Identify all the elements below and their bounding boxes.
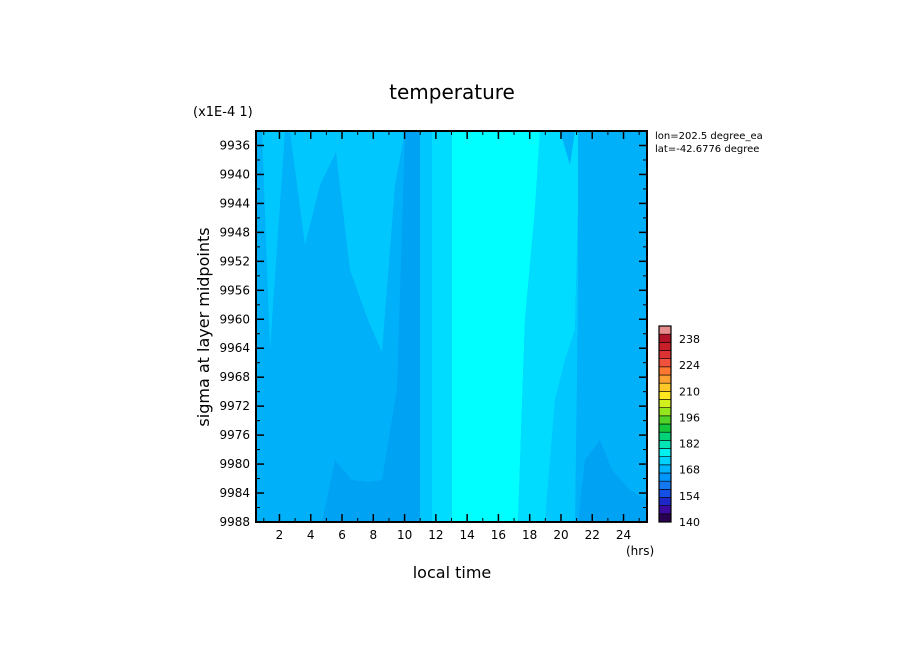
x-tick-label: 16 <box>491 528 506 542</box>
colorbar-swatch <box>658 391 672 400</box>
contour-band-172 <box>452 131 540 522</box>
colorbar-frame <box>658 325 672 523</box>
y-tick-label: 9976 <box>219 428 250 442</box>
x-tick-label: 22 <box>585 528 600 542</box>
y-scale-note: (x1E-4 1) <box>193 105 253 120</box>
x-tick-label: 4 <box>307 528 315 542</box>
y-tick-label: 9968 <box>219 370 250 384</box>
colorbar-swatch <box>658 407 672 417</box>
colorbar-tick-label: 210 <box>679 385 700 398</box>
y-tick-label: 9980 <box>219 457 250 471</box>
colorbar-tick-label: 168 <box>679 464 700 477</box>
y-tick-label: 9948 <box>219 225 250 239</box>
x-tick-label: 10 <box>397 528 412 542</box>
colorbar: 140 154 168 182 196 210 224 238 <box>658 325 700 529</box>
y-tick-label: 9964 <box>219 341 250 355</box>
colorbar-swatch <box>658 440 672 449</box>
colorbar-swatch <box>658 382 672 392</box>
x-tick-label: 20 <box>553 528 568 542</box>
colorbar-swatch <box>658 505 672 515</box>
colorbar-swatch <box>658 456 672 466</box>
colorbar-tick-label: 182 <box>679 438 700 451</box>
x-tick-label: 24 <box>616 528 631 542</box>
colorbar-swatch <box>658 472 672 482</box>
x-tick-label: 14 <box>459 528 474 542</box>
colorbar-tick-label: 238 <box>679 333 700 346</box>
contour-band-160-left <box>322 131 420 522</box>
colorbar-swatch <box>658 448 672 457</box>
annotation-lat: lat=-42.6776 degree <box>655 144 759 155</box>
y-tick-label: 9944 <box>219 196 250 210</box>
y-tick-label: 9972 <box>219 399 250 413</box>
colorbar-tick-label: 196 <box>679 411 700 424</box>
colorbar-swatch <box>658 464 672 474</box>
colorbar-swatch <box>658 374 672 384</box>
colorbar-swatch <box>658 423 672 433</box>
colorbar-swatch <box>658 333 672 343</box>
colorbar-tick-label: 154 <box>679 490 700 503</box>
y-tick-label: 9952 <box>219 254 250 268</box>
colorbar-swatch <box>658 358 672 368</box>
y-tick-label: 9960 <box>219 312 250 326</box>
contour-band-163-left <box>256 131 420 522</box>
contour-band-169-right <box>518 131 580 522</box>
colorbar-swatch <box>658 489 672 498</box>
y-tick-label: 9940 <box>219 167 250 181</box>
contour-band-166-right-b <box>575 131 647 522</box>
x-tick-label: 6 <box>338 528 346 542</box>
colorbar-swatch <box>658 431 672 441</box>
x-tick-label: 12 <box>428 528 443 542</box>
colorbar-swatch <box>658 497 672 506</box>
colorbar-swatch <box>658 325 672 335</box>
chart-title: temperature <box>389 80 515 104</box>
colorbar-swatch <box>658 480 672 490</box>
y-tick-label: 9988 <box>219 515 250 529</box>
y-tick-label: 9984 <box>219 486 250 500</box>
x-tick-label: 2 <box>276 528 284 542</box>
x-tick-label: 18 <box>522 528 537 542</box>
colorbar-swatch <box>658 342 672 351</box>
contour-fill <box>256 131 647 522</box>
colorbar-tick-label: 140 <box>679 516 700 529</box>
colorbar-swatch <box>658 513 672 523</box>
colorbar-swatch <box>658 366 672 376</box>
x-tick-label: 8 <box>369 528 377 542</box>
x-axis: 2 4 6 8 10 12 14 16 18 20 22 24 <box>263 131 640 542</box>
colorbar-tick-label: 224 <box>679 359 700 372</box>
x-axis-label: local time <box>413 563 492 582</box>
colorbar-swatch <box>658 350 672 359</box>
x-unit-label: (hrs) <box>626 544 654 558</box>
colorbar-swatch <box>658 415 672 425</box>
colorbar-swatch <box>658 399 672 408</box>
contour-band-163-right <box>578 440 647 522</box>
annotation-lon: lon=202.5 degree_ea <box>655 131 763 142</box>
contour-band-166-mid <box>420 131 432 522</box>
y-axis: 9936 9940 9944 9948 9952 9956 9960 9964 9968 9972… <box>219 130 647 529</box>
contour-band-169-mid <box>432 131 452 522</box>
y-axis-label: sigma at layer midpoints <box>194 227 213 426</box>
y-tick-label: 9936 <box>219 138 250 152</box>
y-tick-label: 9956 <box>219 283 250 297</box>
